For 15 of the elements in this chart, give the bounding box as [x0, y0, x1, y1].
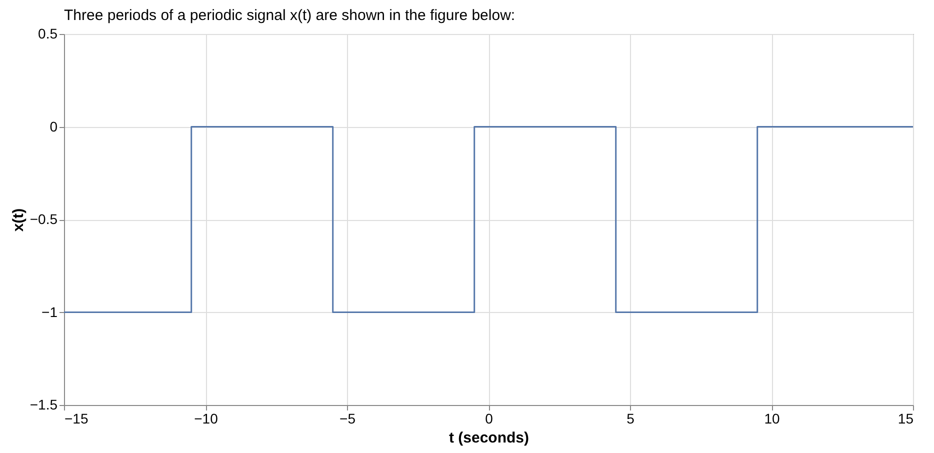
x-tick-label: −10 [194, 410, 218, 426]
y-tick-label: −0.5 [30, 211, 58, 227]
y-axis-title: x(t) [10, 208, 27, 232]
y-tick-label: 0 [50, 118, 58, 134]
y-tick-label: −1.5 [30, 396, 58, 412]
chart-title: Three periods of a periodic signal x(t) are shown in the figure below: [64, 7, 516, 24]
x-tick-label: 15 [898, 410, 914, 426]
y-tick-label: 0.5 [38, 26, 58, 42]
x-axis-title: t (seconds) [448, 430, 530, 446]
x-tick-label: 0 [485, 410, 494, 426]
x-tick-label: 10 [764, 410, 780, 426]
x-tick-label: 5 [626, 410, 635, 426]
y-tick-label: −1 [42, 304, 58, 320]
x-tick-label: −15 [64, 410, 88, 426]
x-tick-label: −5 [340, 410, 356, 426]
